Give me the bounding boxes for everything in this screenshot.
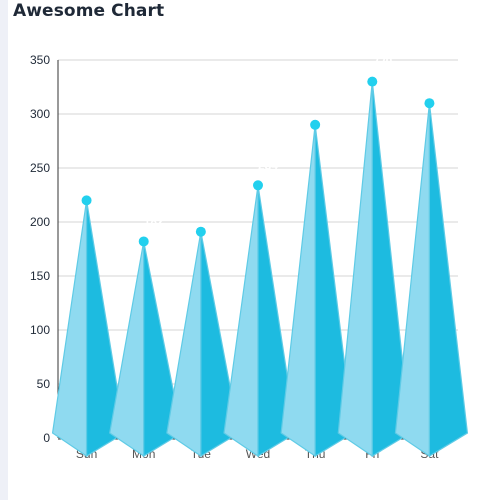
data-point-marker <box>81 195 92 206</box>
data-point-marker <box>195 226 206 237</box>
data-value-label: 182 <box>144 214 164 228</box>
y-tick-label: 300 <box>30 107 50 121</box>
data-point-marker <box>310 119 321 130</box>
pyramid-bar-left-face <box>394 103 431 458</box>
pyramid-bar-right-face <box>428 103 469 458</box>
chart-title: Awesome Chart <box>13 1 165 21</box>
pyramid-bar-right-face <box>85 200 126 458</box>
data-value-label: 234 <box>258 158 278 172</box>
data-value-label: 191 <box>201 205 221 219</box>
left-edge-strip <box>0 0 8 500</box>
data-value-label: 330 <box>372 55 392 69</box>
data-value-label: 290 <box>315 98 335 112</box>
y-tick-label: 250 <box>30 161 50 175</box>
pyramid-bar-left-face <box>337 81 373 458</box>
data-value-label: 220 <box>87 173 107 187</box>
data-point-marker <box>253 180 263 191</box>
data-point-marker <box>424 98 435 109</box>
pyramid-bar-left-face <box>109 241 145 458</box>
pyramid-bar-left-face <box>280 124 316 458</box>
data-point-marker <box>367 76 378 87</box>
pyramid-bar-right-face <box>371 81 411 458</box>
data-value-label: 310 <box>429 76 449 90</box>
y-tick-label: 200 <box>30 215 50 229</box>
y-tick-label: 150 <box>30 269 50 283</box>
y-tick-label: 0 <box>43 431 50 445</box>
y-tick-label: 100 <box>30 323 50 337</box>
y-tick-label: 50 <box>37 377 51 391</box>
y-tick-label: 350 <box>30 53 50 67</box>
pyramid-bar-left-face <box>223 185 259 458</box>
pyramid-bar-left-face <box>166 231 202 458</box>
data-point-marker <box>138 236 149 247</box>
